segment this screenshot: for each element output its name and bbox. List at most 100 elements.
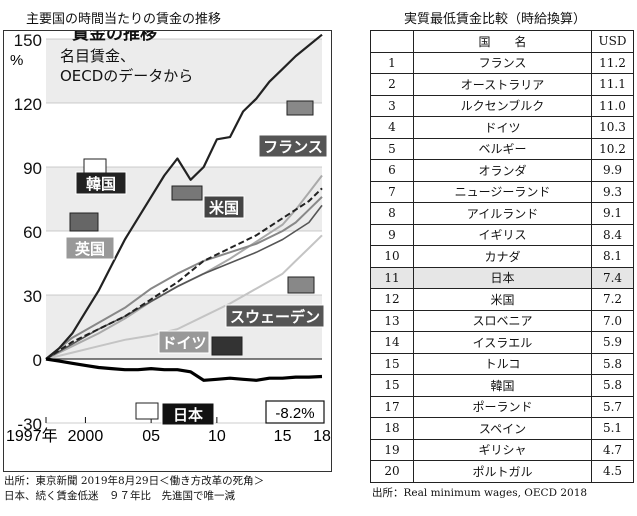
- table-title: 実質最低賃金比較（時給換算）: [404, 12, 587, 27]
- usd-cell: 9.3: [591, 180, 634, 203]
- country-cell: フランス: [413, 51, 592, 74]
- table-row: 6 オランダ 9.9: [370, 159, 634, 182]
- chart-source-line-1: 出所：東京新聞 2019年8月29日＜働き方改革の死角＞: [4, 475, 265, 487]
- rank-cell: 2: [370, 73, 414, 96]
- table-row: 15 トルコ 5.8: [370, 352, 634, 375]
- usd-cell: 4.5: [591, 460, 634, 483]
- series-label: 米国: [209, 199, 239, 217]
- series-label: 英国: [75, 240, 105, 258]
- series-line: [45, 204, 323, 360]
- series-line: [45, 196, 323, 360]
- rank-cell: 18: [370, 417, 414, 440]
- series-line: [45, 234, 323, 360]
- usd-cell: 5.8: [591, 352, 634, 375]
- series-label: フランス: [263, 138, 323, 156]
- country-cell: オーストラリア: [413, 73, 592, 96]
- usd-cell: 5.1: [591, 417, 634, 440]
- table-row: 20 ポルトガル 4.5: [370, 460, 634, 483]
- y-tick-label: 0: [33, 351, 42, 370]
- header-rank: [370, 30, 414, 53]
- usd-cell: 7.0: [591, 309, 634, 332]
- x-tick-label: 15: [274, 428, 292, 445]
- header-usd: USD: [591, 30, 634, 53]
- table-row: 13 スロベニア 7.0: [370, 309, 634, 332]
- chart-source-line-2: 日本、続く賃金低迷 ９７年比 先進国で唯一減: [4, 490, 235, 502]
- rank-cell: 11: [370, 266, 414, 289]
- chart-title: 主要国の時間当たりの賃金の推移: [26, 12, 222, 27]
- x-tick-label: 05: [142, 428, 160, 445]
- usd-cell: 9.9: [591, 159, 634, 182]
- usd-cell: 10.2: [591, 137, 634, 160]
- y-tick-label: 120: [14, 95, 42, 114]
- rank-cell: 9: [370, 223, 414, 246]
- chart-subtitle-line: OECDのデータから: [60, 67, 193, 85]
- x-tick-label: 10: [208, 428, 226, 445]
- series-line: [45, 187, 323, 360]
- rank-cell: 1: [370, 51, 414, 74]
- rank-cell: 14: [370, 331, 414, 354]
- rank-cell: 17: [370, 395, 414, 418]
- table-row: 2 オーストラリア 11.1: [370, 73, 634, 96]
- rank-cell: 15: [370, 352, 414, 375]
- table-row: 8 アイルランド 9.1: [370, 202, 634, 225]
- series-line: [45, 33, 323, 360]
- rank-cell: 20: [370, 460, 414, 483]
- usd-cell: 5.8: [591, 374, 634, 397]
- series-label-box: [65, 236, 115, 260]
- chart-inner-title: 賃金の推移: [71, 31, 157, 44]
- usd-cell: 7.2: [591, 288, 634, 311]
- table-row: 17 ポーランド 5.7: [370, 395, 634, 418]
- rank-cell: 3: [370, 94, 414, 117]
- japan-end-label-box: [265, 400, 325, 424]
- x-tick-label: 2000: [68, 428, 104, 445]
- rank-cell: 8: [370, 202, 414, 225]
- usd-cell: 11.1: [591, 73, 634, 96]
- country-cell: トルコ: [413, 352, 592, 375]
- series-label-box: [161, 402, 215, 426]
- y-tick-label: 60: [23, 223, 42, 242]
- rank-cell: 19: [370, 438, 414, 461]
- rank-cell: 12: [370, 288, 414, 311]
- table-row: 14 イスラエル 5.9: [370, 331, 634, 354]
- country-cell: 日本: [413, 266, 592, 289]
- series-label: 韓国: [86, 175, 116, 193]
- rank-cell: 15: [370, 374, 414, 397]
- flag-swatch: [286, 100, 314, 116]
- series-label-box: [258, 134, 328, 158]
- usd-cell: 11.0: [591, 94, 634, 117]
- chart-source: 出所：東京新聞 2019年8月29日＜働き方改革の死角＞ 日本、続く賃金低迷 ９…: [4, 474, 264, 504]
- usd-cell: 8.1: [591, 245, 634, 268]
- series-label: ドイツ: [161, 334, 206, 352]
- header-country: 国 名: [413, 30, 592, 53]
- flag-swatch: [135, 402, 159, 420]
- wage-chart: 150 120 90 60 30 0 -30% 賃金の推移 名目賃金、 OECDのデータから 199…: [3, 30, 332, 472]
- country-cell: ポーランド: [413, 395, 592, 418]
- series-label-box: [158, 330, 210, 354]
- table-row: 4 ドイツ 10.3: [370, 116, 634, 139]
- usd-cell: 8.4: [591, 223, 634, 246]
- country-cell: ベルギー: [413, 137, 592, 160]
- table-header-row: 国 名 USD: [370, 30, 634, 53]
- flag-swatch: [211, 336, 243, 356]
- country-cell: 韓国: [413, 374, 592, 397]
- table-row: 3 ルクセンブルク 11.0: [370, 94, 634, 117]
- country-cell: イスラエル: [413, 331, 592, 354]
- table-row: 9 イギリス 8.4: [370, 223, 634, 246]
- y-tick-label: -30: [17, 415, 42, 434]
- usd-cell: 10.3: [591, 116, 634, 139]
- country-cell: アイルランド: [413, 202, 592, 225]
- x-tick-label: 1997年: [6, 427, 58, 445]
- grid-band: [46, 39, 322, 103]
- table-row: 19 ギリシャ 4.7: [370, 438, 634, 461]
- country-cell: ギリシャ: [413, 438, 592, 461]
- rank-cell: 5: [370, 137, 414, 160]
- y-tick-label: 90: [23, 159, 42, 178]
- series-label: 日本: [173, 406, 203, 424]
- usd-cell: 5.7: [591, 395, 634, 418]
- table-row: 10 カナダ 8.1: [370, 245, 634, 268]
- usd-cell: 9.1: [591, 202, 634, 225]
- series-label-box: [225, 304, 325, 328]
- table-row: 1 フランス 11.2: [370, 51, 634, 74]
- table-source: 出所：Real minimum wages, OECD 2018: [372, 487, 588, 499]
